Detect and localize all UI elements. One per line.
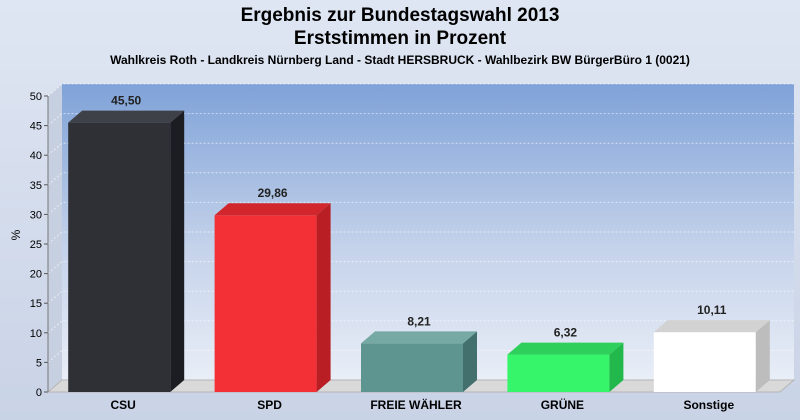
bar-side	[316, 203, 331, 392]
y-tick-label: 15	[30, 298, 42, 310]
y-tick-label: 25	[30, 239, 42, 251]
bar	[653, 332, 756, 392]
bar-side	[463, 331, 477, 392]
data-label: 10,11	[697, 303, 727, 317]
data-label: 6,32	[554, 326, 578, 340]
y-tick-label: 0	[36, 387, 42, 399]
bar	[214, 215, 317, 392]
x-tick-label: GRÜNE	[541, 397, 584, 412]
bar-top	[214, 203, 331, 216]
y-axis-label: %	[9, 229, 23, 240]
x-tick-label: CSU	[111, 398, 136, 412]
x-tick-label: FREIE WÄHLER	[370, 397, 462, 412]
y-tick-label: 45	[30, 121, 42, 133]
y-tick-label: 40	[30, 150, 42, 162]
bar-top	[507, 342, 624, 355]
x-tick-label: Sonstige	[683, 398, 734, 412]
bar-side	[755, 320, 770, 392]
data-label: 45,50	[111, 94, 141, 108]
bar-side	[609, 342, 624, 392]
x-tick-label: SPD	[257, 398, 282, 412]
data-label: 8,21	[407, 314, 431, 328]
y-tick-label: 10	[30, 328, 42, 340]
chart-subtitle: Erststimmen in Prozent	[293, 28, 507, 49]
y-tick-label: 35	[30, 180, 42, 192]
data-label: 29,86	[258, 186, 288, 200]
y-tick-label: 5	[36, 357, 42, 369]
bar-top	[68, 110, 185, 123]
chart-district: Wahlkreis Roth - Landkreis Nürnberg Land…	[110, 53, 690, 67]
y-tick-label: 30	[30, 209, 42, 221]
y-tick-label: 50	[30, 91, 42, 103]
bar	[361, 343, 463, 392]
bar-top	[361, 331, 477, 344]
chart-title: Ergebnis zur Bundestagswahl 2013	[240, 5, 560, 26]
bar	[507, 354, 610, 392]
bar	[68, 122, 171, 392]
bar-top	[653, 320, 770, 333]
bar-side	[170, 110, 185, 392]
y-tick-label: 20	[30, 269, 42, 281]
